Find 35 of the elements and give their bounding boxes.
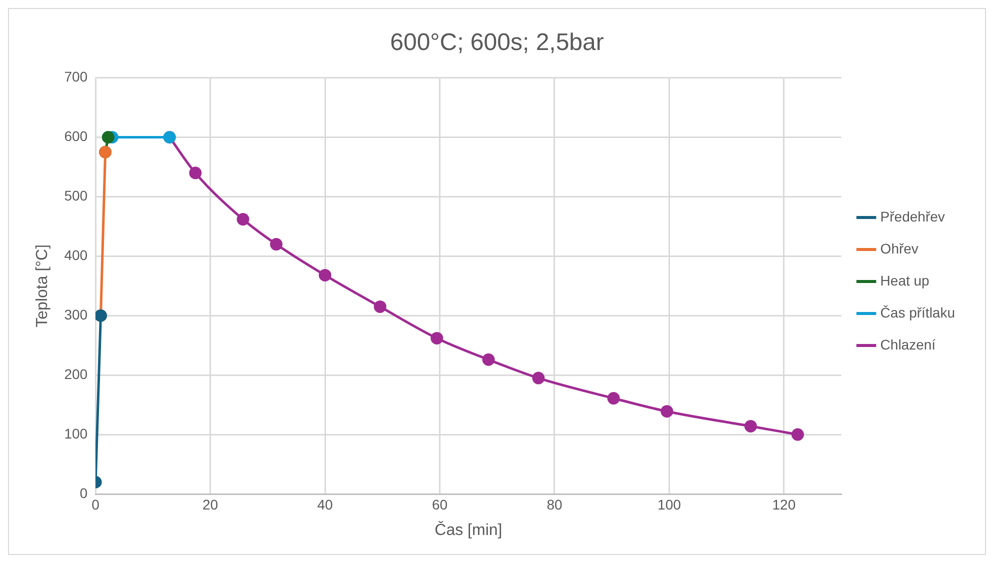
point bbox=[430, 332, 444, 344]
legend-label: Heat up bbox=[880, 272, 930, 288]
point bbox=[189, 166, 202, 180]
point bbox=[482, 353, 495, 366]
y-tick-label: 400 bbox=[64, 247, 88, 264]
x-tick-label: 60 bbox=[432, 496, 448, 512]
legend-label: Chlazení bbox=[880, 336, 936, 352]
y-tick-label: 100 bbox=[64, 425, 88, 442]
x-tick-label: 0 bbox=[92, 496, 100, 512]
x-tick-label: 20 bbox=[202, 496, 218, 512]
point bbox=[791, 428, 804, 441]
y-tick-label: 600 bbox=[64, 128, 88, 144]
x-tick-label: 120 bbox=[772, 496, 796, 512]
y-tick-label: 0 bbox=[80, 484, 88, 501]
legend-label: Předehřev bbox=[880, 208, 945, 224]
y-tick-label: 500 bbox=[64, 188, 88, 204]
legend-label: Čas přítlaku bbox=[880, 304, 956, 320]
x-tick-label: 100 bbox=[658, 496, 682, 512]
y-tick-label: 300 bbox=[64, 306, 88, 322]
y-tick-label: 200 bbox=[64, 366, 88, 382]
point bbox=[607, 392, 620, 405]
y-tick-label: 700 bbox=[64, 68, 88, 85]
point bbox=[318, 268, 332, 282]
legend-label: Ohřev bbox=[880, 240, 918, 256]
point bbox=[270, 238, 283, 251]
x-tick-label: 80 bbox=[546, 496, 562, 512]
point bbox=[236, 213, 250, 226]
point bbox=[744, 420, 757, 432]
x-axis-title: Čas [min] bbox=[434, 520, 502, 539]
x-tick-label: 40 bbox=[317, 496, 334, 512]
point bbox=[532, 372, 545, 384]
point bbox=[374, 300, 386, 313]
chart-title: 600°C; 600s; 2,5bar bbox=[390, 29, 604, 56]
point bbox=[660, 405, 674, 418]
y-axis-title: Teplota [°C] bbox=[34, 244, 52, 328]
